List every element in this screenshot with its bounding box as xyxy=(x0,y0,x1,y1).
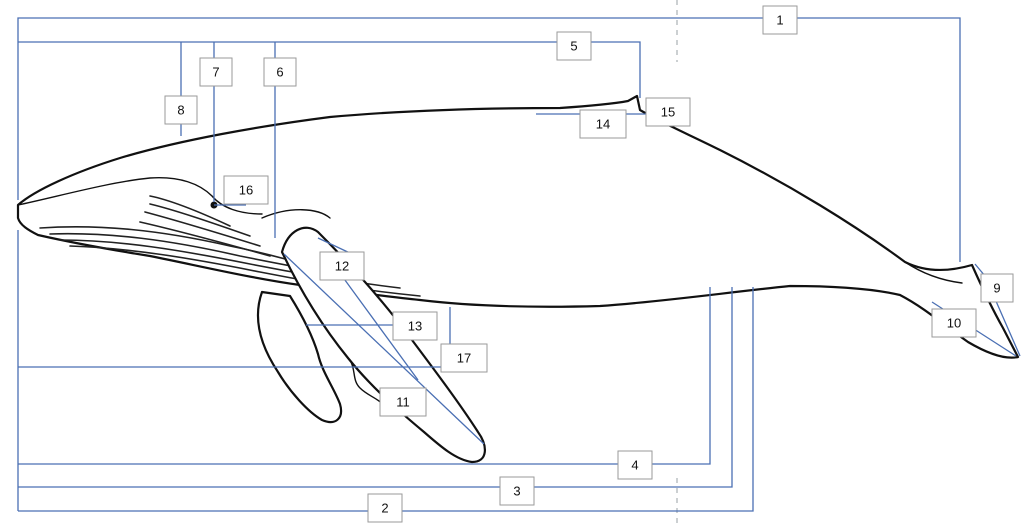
whale-body xyxy=(16,94,1020,359)
svg-text:6: 6 xyxy=(276,65,283,80)
label-1: 1 xyxy=(762,5,798,35)
flipper-base-line xyxy=(261,209,331,219)
label-17: 17 xyxy=(440,343,488,373)
svg-text:2: 2 xyxy=(381,501,388,516)
label-13: 13 xyxy=(392,311,438,341)
label-6: 6 xyxy=(263,57,297,87)
label-9: 9 xyxy=(980,273,1014,303)
svg-text:13: 13 xyxy=(408,319,422,334)
label-14: 14 xyxy=(579,109,627,139)
svg-text:15: 15 xyxy=(661,105,675,120)
label-3: 3 xyxy=(499,476,535,506)
svg-text:8: 8 xyxy=(177,103,184,118)
svg-text:12: 12 xyxy=(335,259,349,274)
fluke-underside xyxy=(904,261,963,284)
label-boxes: 1 5 7 6 8 14 15 16 xyxy=(164,5,1014,523)
label-12: 12 xyxy=(319,251,365,281)
svg-text:14: 14 xyxy=(596,117,610,132)
label-8: 8 xyxy=(164,95,198,125)
label-4: 4 xyxy=(617,450,653,480)
label-10: 10 xyxy=(931,308,977,338)
flipper-edge xyxy=(349,359,385,407)
jaw-line xyxy=(17,176,263,215)
svg-text:3: 3 xyxy=(513,484,520,499)
label-5: 5 xyxy=(556,31,592,61)
svg-text:17: 17 xyxy=(457,351,471,366)
label-2: 2 xyxy=(367,493,403,523)
svg-text:1: 1 xyxy=(776,13,783,28)
svg-text:4: 4 xyxy=(631,458,638,473)
label-11: 11 xyxy=(379,387,427,417)
svg-text:16: 16 xyxy=(239,183,253,198)
far-flipper xyxy=(256,290,343,424)
label-16: 16 xyxy=(223,175,269,205)
svg-text:10: 10 xyxy=(947,316,961,331)
svg-text:9: 9 xyxy=(993,281,1000,296)
svg-text:7: 7 xyxy=(212,65,219,80)
svg-text:11: 11 xyxy=(396,395,410,410)
label-7: 7 xyxy=(199,57,233,87)
whale-illustration xyxy=(16,94,1020,464)
label-15: 15 xyxy=(645,97,691,127)
svg-text:5: 5 xyxy=(570,39,577,54)
